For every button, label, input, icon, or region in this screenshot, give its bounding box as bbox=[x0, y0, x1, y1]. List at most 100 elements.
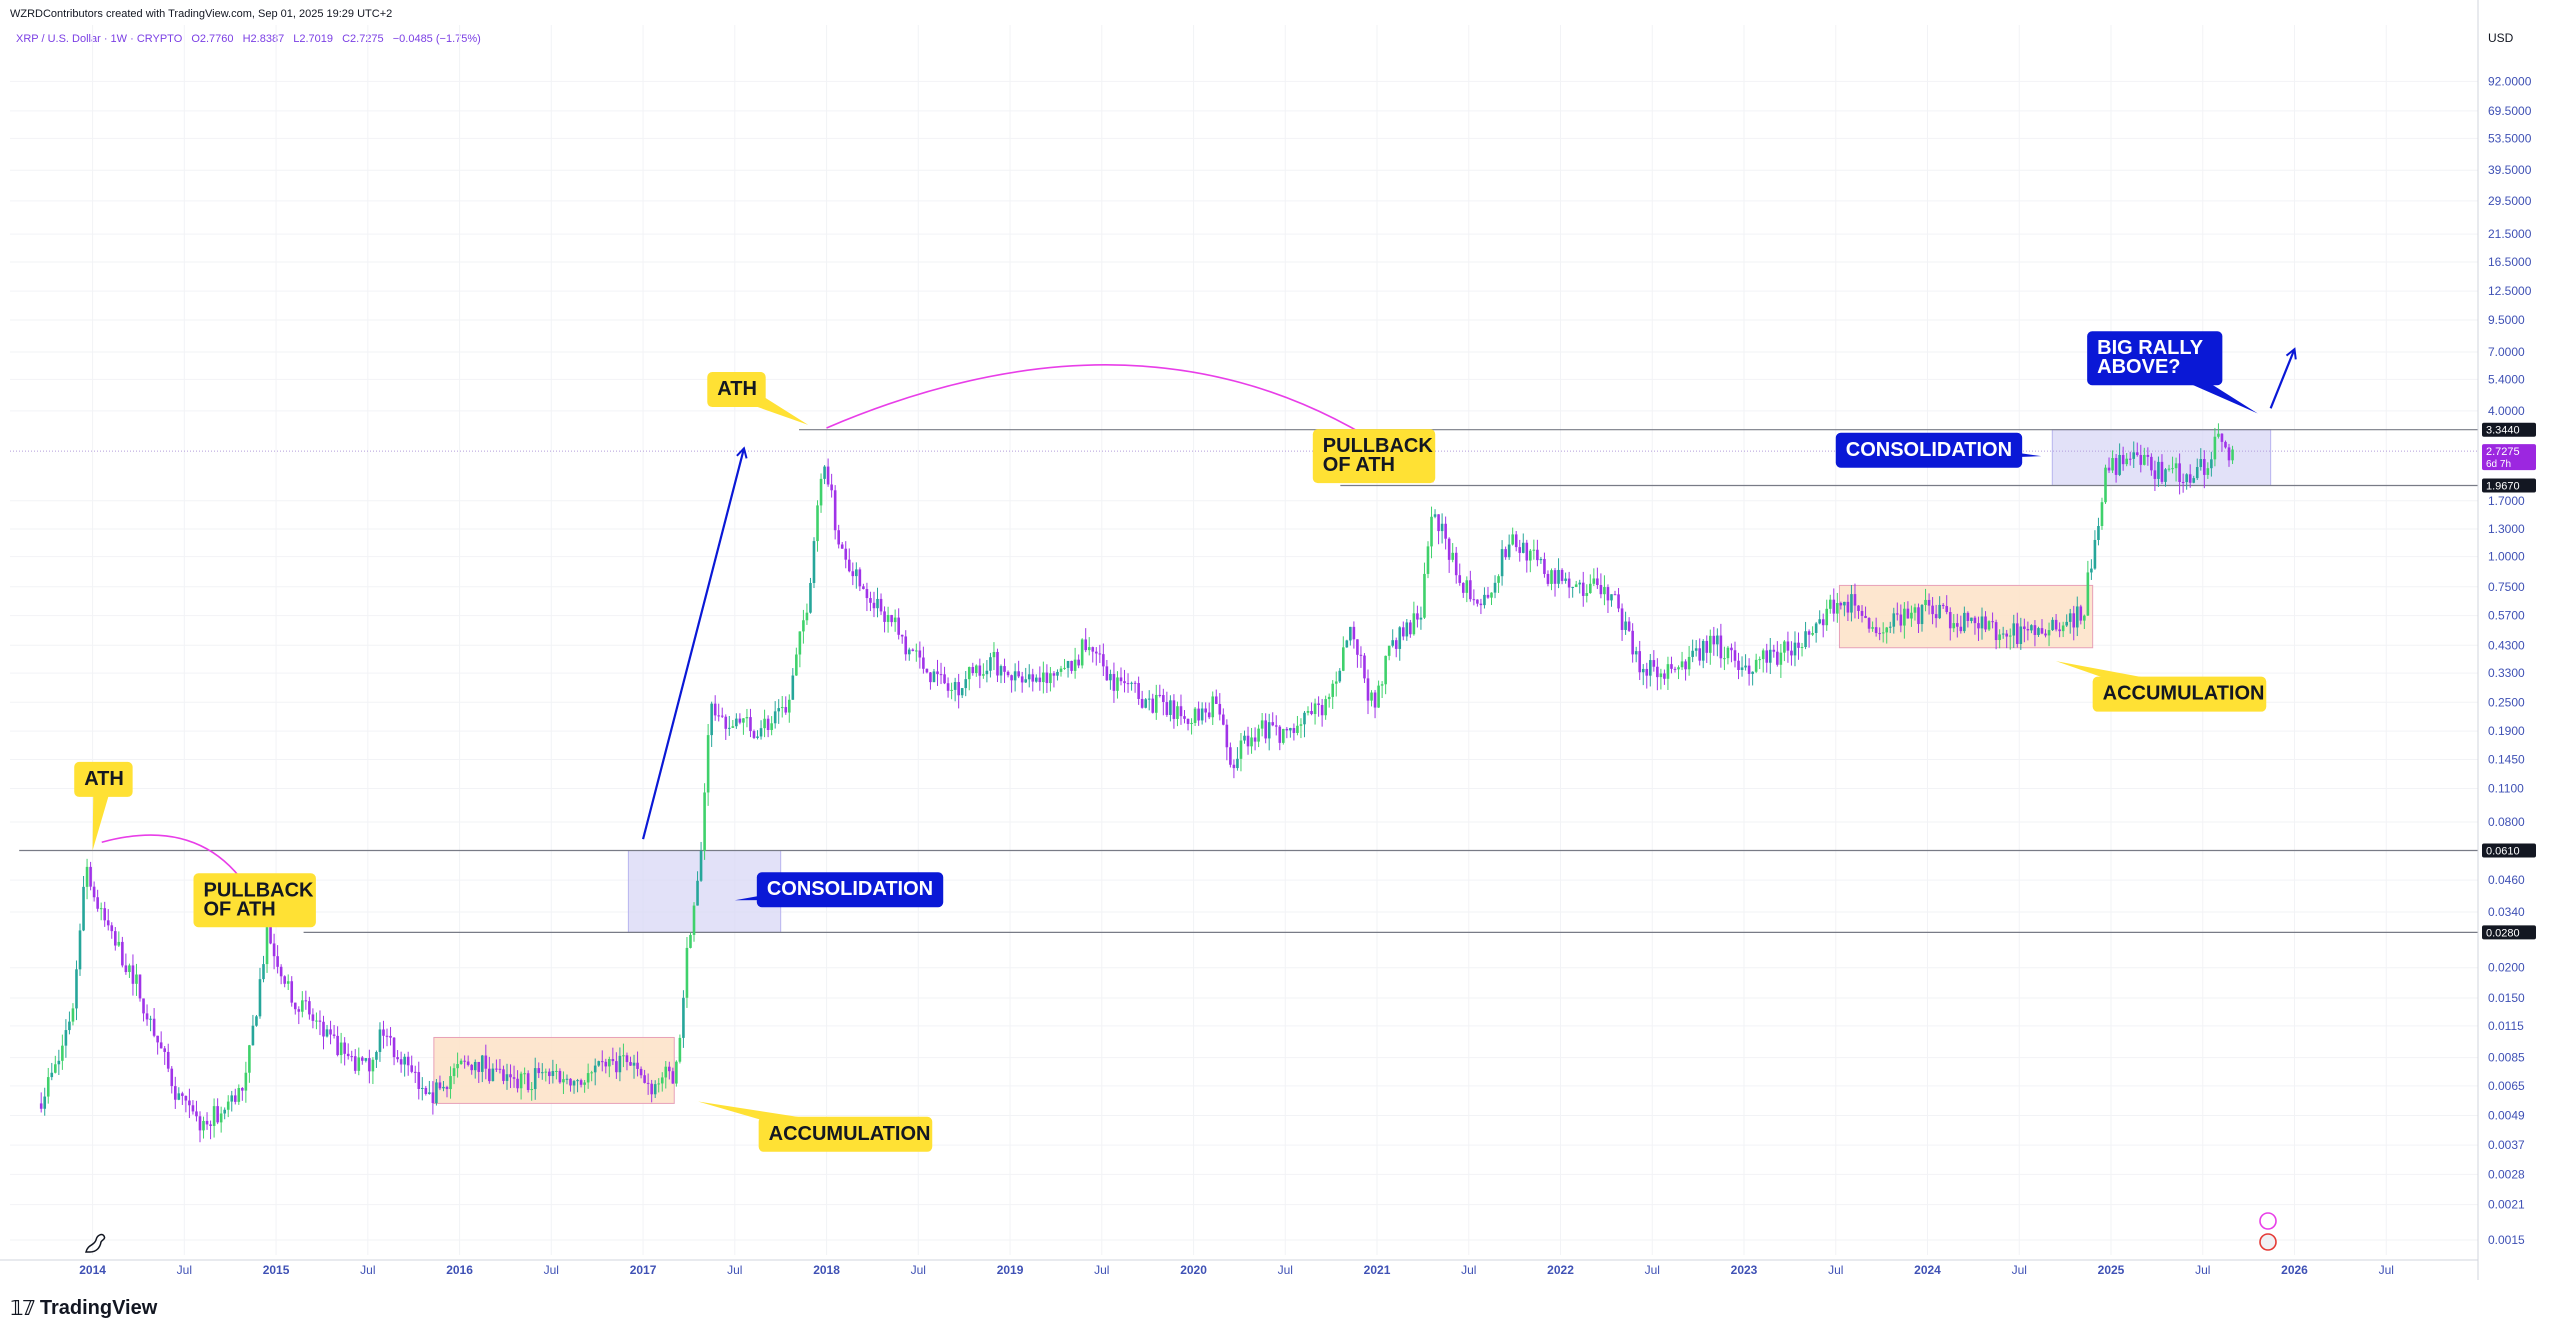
candle-body bbox=[82, 886, 85, 931]
symbol-name[interactable]: XRP / U.S. Dollar · 1W · CRYPTO bbox=[16, 33, 183, 45]
price-axis[interactable]: USD 92.0000 69.5000 53.5000 39.5000 29.5000 21… bbox=[2477, 0, 2532, 1280]
candle-body bbox=[1140, 698, 1144, 708]
candle-body bbox=[1239, 740, 1243, 759]
annotation-callout: CONSOLIDATION bbox=[734, 872, 944, 908]
candle-body bbox=[1970, 617, 1973, 621]
candle-body bbox=[643, 1075, 646, 1083]
price-tag-bg bbox=[2482, 478, 2536, 493]
candle-body bbox=[2181, 481, 2185, 483]
candle-body bbox=[1659, 673, 1663, 678]
price-tick-label: 29.5000 bbox=[2488, 194, 2532, 208]
candle-body bbox=[1737, 660, 1740, 670]
candle-body bbox=[78, 930, 82, 970]
candle-body bbox=[2065, 621, 2068, 626]
candle-body bbox=[459, 1060, 463, 1065]
candle-body bbox=[1733, 650, 1737, 661]
candle-body bbox=[773, 711, 777, 724]
candle-body bbox=[2128, 458, 2132, 460]
time-tick-label: 2020 bbox=[1180, 1263, 1207, 1277]
candle-body bbox=[791, 675, 795, 700]
candle-body bbox=[237, 1087, 241, 1102]
candle-body bbox=[248, 1045, 251, 1073]
candle-body bbox=[2135, 452, 2139, 456]
time-tick-label: 2018 bbox=[813, 1263, 840, 1277]
candle-body bbox=[1779, 652, 1783, 665]
candle-body bbox=[2079, 606, 2083, 621]
candle-body bbox=[675, 1061, 678, 1084]
candle-body bbox=[2051, 619, 2054, 631]
candle-body bbox=[1641, 668, 1645, 673]
candle-body bbox=[615, 1061, 618, 1073]
candle-body bbox=[2111, 458, 2114, 471]
candle-body bbox=[745, 717, 749, 719]
candle-body bbox=[2160, 461, 2164, 482]
candle-body bbox=[1027, 674, 1031, 680]
price-tick-label: 0.3300 bbox=[2488, 666, 2525, 680]
candle-body bbox=[1751, 671, 1754, 674]
candle-body bbox=[276, 956, 279, 967]
candle-body bbox=[1691, 650, 1694, 657]
tradingview-brand[interactable]: 𝟙𝟟 TradingView bbox=[10, 1296, 157, 1321]
candle-body bbox=[1430, 516, 1433, 547]
time-tick-label: Jul bbox=[2195, 1263, 2210, 1277]
price-tick-label: 92.0000 bbox=[2488, 74, 2532, 88]
candle-body bbox=[304, 1000, 308, 1002]
candle-body bbox=[1610, 594, 1613, 601]
candle-body bbox=[135, 974, 138, 984]
candle-body bbox=[1246, 735, 1250, 747]
candle-body bbox=[54, 1064, 57, 1073]
candle-body bbox=[886, 614, 890, 622]
time-tick-label: 2014 bbox=[79, 1263, 106, 1277]
candle-body bbox=[1476, 599, 1479, 604]
candle-body bbox=[480, 1055, 484, 1072]
candle-body bbox=[1493, 582, 1497, 593]
time-tick-label: 2024 bbox=[1914, 1263, 1941, 1277]
candle-body bbox=[847, 559, 851, 572]
candle-body bbox=[332, 1034, 336, 1036]
candle-body bbox=[1218, 703, 1222, 715]
candle-body bbox=[396, 1057, 399, 1060]
candle-body bbox=[1917, 607, 1920, 625]
candle-body bbox=[1518, 547, 1522, 553]
candle-body bbox=[417, 1072, 421, 1089]
candle-body bbox=[1776, 651, 1779, 665]
candle-body bbox=[639, 1068, 643, 1076]
candle-body bbox=[1525, 542, 1529, 561]
axis-currency-label: USD bbox=[2488, 31, 2514, 45]
candle-body bbox=[106, 920, 110, 926]
candle-body bbox=[1359, 654, 1363, 656]
price-tick-label: 16.5000 bbox=[2488, 255, 2532, 269]
candle-body bbox=[1885, 627, 1889, 633]
candle-body bbox=[378, 1029, 382, 1052]
candle-body bbox=[1772, 649, 1776, 652]
candle-body bbox=[1504, 549, 1507, 558]
callout-box bbox=[2087, 331, 2223, 386]
candle-body bbox=[1648, 660, 1652, 676]
lightning-event-icon bbox=[2259, 1212, 2277, 1230]
candle-body bbox=[738, 718, 742, 723]
candle-body bbox=[1589, 583, 1592, 594]
callout-box bbox=[756, 872, 944, 908]
candle-body bbox=[907, 649, 911, 655]
candle-body bbox=[876, 598, 879, 609]
candle-body bbox=[2107, 467, 2111, 471]
candle-body bbox=[2213, 436, 2217, 460]
callout-pointer bbox=[92, 779, 114, 851]
time-tick-label: 2017 bbox=[630, 1263, 657, 1277]
candle-body bbox=[61, 1045, 64, 1061]
candle-body bbox=[301, 1000, 304, 1012]
straight-arrow bbox=[2269, 349, 2295, 409]
candle-body bbox=[343, 1042, 346, 1054]
candle-body bbox=[463, 1060, 466, 1062]
price-tick-label: 0.0800 bbox=[2488, 815, 2525, 829]
candle-body bbox=[269, 921, 272, 944]
candle-body bbox=[1790, 650, 1793, 656]
candle-body bbox=[1656, 666, 1659, 678]
candle-body bbox=[964, 679, 968, 689]
candle-body bbox=[166, 1051, 170, 1069]
time-axis[interactable]: 2014 Jul 2015 Jul 2016 Jul 2017 Jul 2018 Jul 2019 J… bbox=[0, 1259, 2478, 1277]
candle-body bbox=[1299, 724, 1303, 726]
candle-body bbox=[1179, 706, 1183, 717]
